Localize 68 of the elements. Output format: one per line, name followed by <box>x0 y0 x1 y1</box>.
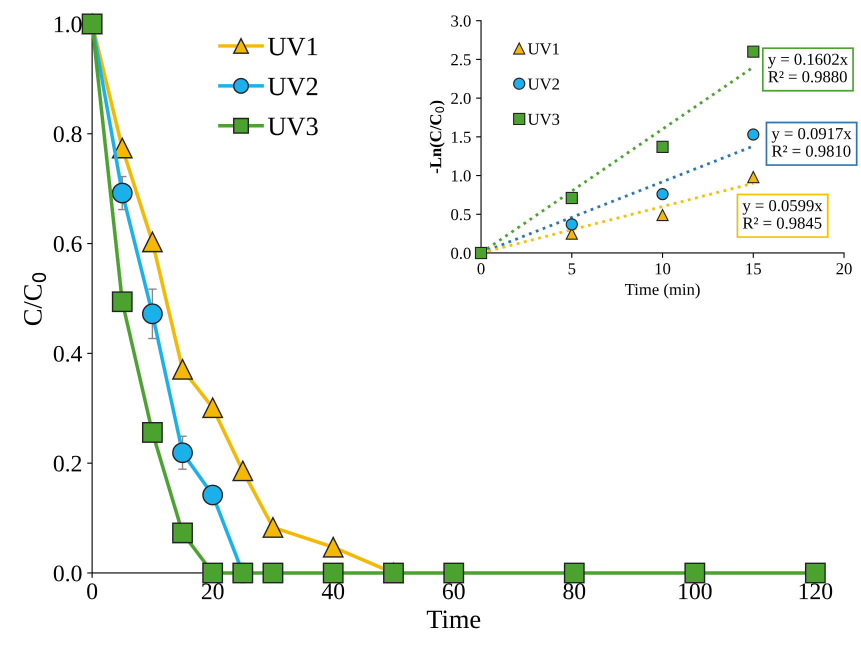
y-tick-label: 2.0 <box>451 92 471 104</box>
point <box>142 303 163 324</box>
y-tick-label: 0.6 <box>54 236 82 252</box>
legend-label: UV2 <box>268 78 318 96</box>
point <box>202 397 224 418</box>
x-tick-label: 0 <box>87 583 98 600</box>
point <box>322 536 344 558</box>
point <box>474 246 488 260</box>
y-tick-label: 2.5 <box>451 54 471 66</box>
point <box>202 562 224 584</box>
point <box>566 192 578 204</box>
point <box>172 358 193 380</box>
x-tick-label: 120 <box>800 583 832 600</box>
y-axis-title: C/C$_{0}$ <box>24 272 46 326</box>
x-tick-label: 40 <box>322 583 344 600</box>
y-tick-label: 0.4 <box>54 346 82 362</box>
legend-label: UV3 <box>268 118 318 136</box>
y-tick-label: 0.8 <box>54 126 82 142</box>
x-tick-label: 0 <box>478 263 485 274</box>
y-axis-title: -Ln(C/C$_{0}$) <box>430 100 445 174</box>
point <box>112 182 133 204</box>
legend-label: UV2 <box>528 78 560 90</box>
annotation: y = 0.0917x R² = 0.9810 <box>772 128 852 157</box>
point <box>172 442 193 464</box>
point <box>172 522 193 544</box>
point <box>656 188 669 200</box>
x-axis-title: Time <box>426 610 480 628</box>
point <box>656 140 669 154</box>
y-tick-label: 0.5 <box>451 208 471 220</box>
annotation: y = 0.1602x R² = 0.9880 <box>768 54 848 82</box>
point <box>443 562 464 584</box>
point <box>747 46 760 58</box>
point <box>322 562 344 584</box>
x-tick-label: 20 <box>836 263 852 274</box>
legend-label: UV3 <box>528 114 560 126</box>
legend-label: UV1 <box>528 43 559 55</box>
y-tick-label: 1.5 <box>452 132 471 143</box>
point <box>804 562 826 584</box>
point <box>232 460 254 482</box>
point <box>656 208 669 222</box>
x-tick-label: 80 <box>563 583 586 600</box>
y-tick-label: 3.0 <box>451 15 471 27</box>
point <box>262 516 284 538</box>
point <box>262 562 284 584</box>
y-tick-label: 0.0 <box>54 565 82 582</box>
y-tick-label: 0.2 <box>54 456 82 472</box>
x-tick-label: 60 <box>442 583 465 600</box>
point <box>202 484 224 506</box>
x-tick-label: 20 <box>202 583 224 600</box>
point <box>112 291 133 312</box>
y-tick-label: 1.0 <box>54 16 82 32</box>
point <box>142 422 163 443</box>
y-tick-label: 1.0 <box>452 170 471 182</box>
legend-label: UV1 <box>268 38 318 56</box>
y-tick-label: 0.0 <box>451 248 471 259</box>
x-tick-label: 10 <box>656 263 670 274</box>
point <box>142 231 163 252</box>
point <box>112 138 133 158</box>
point <box>684 562 706 584</box>
point <box>747 170 760 184</box>
point <box>564 562 585 584</box>
x-tick-label: 100 <box>679 583 712 600</box>
x-tick-label: 5 <box>568 263 576 274</box>
x-tick-label: 15 <box>746 263 761 274</box>
annotation: y = 0.0599x R² = 0.9845 <box>742 200 822 229</box>
point <box>747 128 760 141</box>
x-axis-title: Time (min) <box>624 283 700 298</box>
point <box>566 218 578 230</box>
